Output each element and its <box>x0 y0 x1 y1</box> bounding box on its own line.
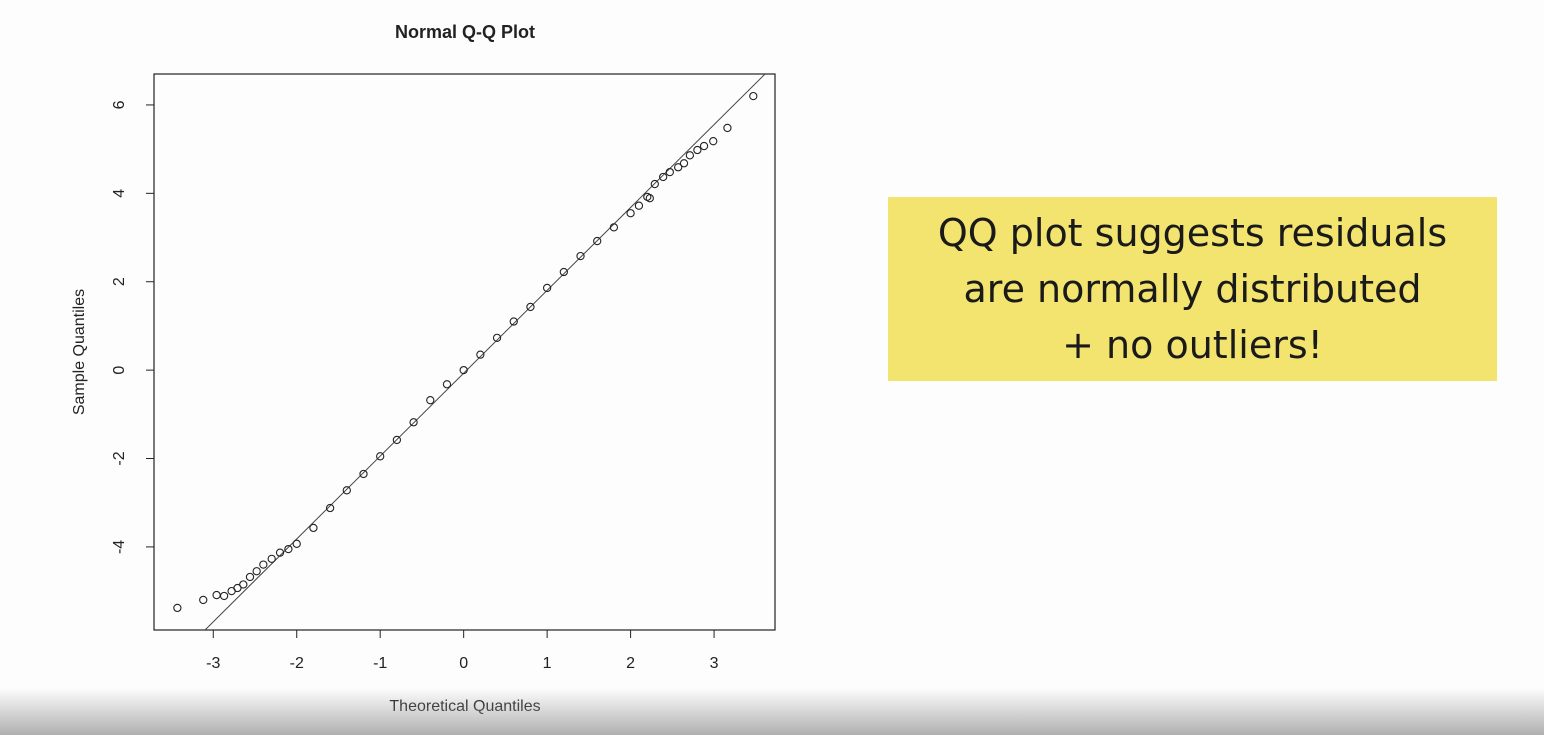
point <box>634 201 644 210</box>
point <box>359 469 368 479</box>
point <box>699 141 709 151</box>
callout-line: QQ plot suggests residuals <box>937 211 1448 255</box>
point <box>609 223 619 232</box>
plot-frame <box>153 73 776 631</box>
point <box>245 572 255 582</box>
point <box>693 145 702 155</box>
point <box>709 137 718 146</box>
point <box>492 333 502 343</box>
point <box>659 172 668 182</box>
point <box>542 283 552 293</box>
chart: Normal Q-Q Plot Theoretical Quantiles Sa… <box>71 22 776 715</box>
y-tick-label: 4 <box>111 189 128 198</box>
video-shade <box>0 688 1544 735</box>
point <box>645 194 654 203</box>
point <box>325 503 335 513</box>
x-tick-label: 0 <box>459 655 468 672</box>
point <box>284 544 293 554</box>
point <box>626 209 635 218</box>
point <box>275 548 285 557</box>
point <box>392 435 402 445</box>
point <box>685 151 695 160</box>
point <box>679 159 689 168</box>
point <box>252 567 261 576</box>
point <box>476 350 485 359</box>
point <box>749 91 758 101</box>
y-tick-label: -2 <box>111 451 128 465</box>
y-tick-label: 2 <box>111 277 128 286</box>
x-tick-label: -1 <box>373 655 387 672</box>
point <box>526 302 535 312</box>
point <box>239 580 248 589</box>
point <box>219 591 229 601</box>
callout-line: are normally distributed <box>963 267 1422 311</box>
point <box>442 380 452 389</box>
x-tick-label: 2 <box>626 655 635 672</box>
point <box>212 590 221 600</box>
callout-box: QQ plot suggests residuals are normally d… <box>888 197 1497 381</box>
point <box>426 396 435 405</box>
point <box>459 365 468 375</box>
point <box>576 251 585 261</box>
point <box>376 452 385 461</box>
point <box>559 267 568 277</box>
callout-line: + no outliers! <box>1062 323 1323 367</box>
chart-title: Normal Q-Q Plot <box>395 22 535 42</box>
point <box>674 163 683 172</box>
point <box>199 595 208 605</box>
x-tick-label: 3 <box>710 655 719 672</box>
point <box>723 123 732 133</box>
point <box>650 179 659 189</box>
y-axis-label: Sample Quantiles <box>71 289 88 415</box>
reference-line <box>204 74 766 630</box>
x-tick-label: -2 <box>290 655 304 672</box>
y-tick-label: 6 <box>111 100 128 109</box>
point <box>509 317 518 326</box>
x-tick-label: 1 <box>543 655 552 672</box>
point <box>593 236 602 246</box>
point <box>173 603 182 613</box>
point <box>665 167 674 177</box>
x-tick-label: -3 <box>206 655 220 672</box>
point <box>309 523 318 533</box>
point <box>292 539 301 548</box>
point <box>233 583 242 593</box>
point <box>259 560 268 569</box>
point <box>409 418 418 427</box>
y-tick-label: 0 <box>111 366 128 375</box>
point <box>342 486 351 495</box>
y-tick-label: -4 <box>111 540 128 554</box>
point <box>267 554 276 563</box>
